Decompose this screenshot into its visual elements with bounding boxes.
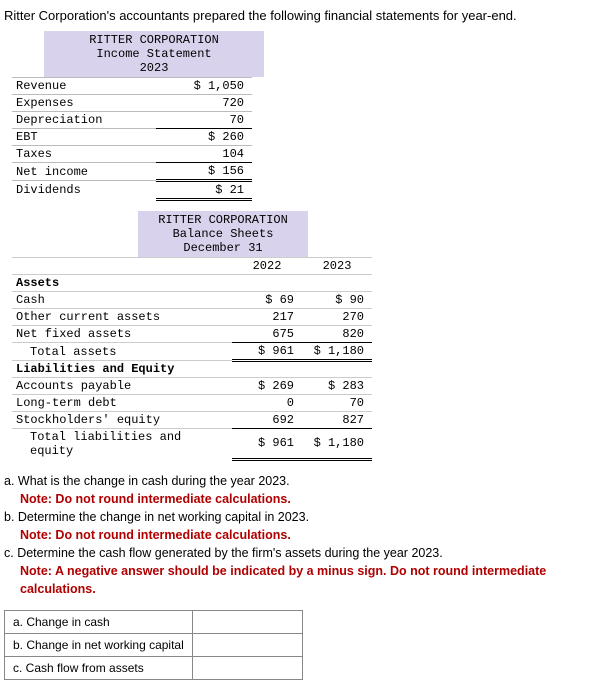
- bs-section-header: Liabilities and Equity: [12, 361, 232, 378]
- bs-val: $ 961: [232, 343, 302, 361]
- is-label: Dividends: [12, 181, 156, 200]
- bs-section-header: Assets: [12, 275, 232, 292]
- is-val: 720: [156, 95, 252, 112]
- bs-label: Other current assets: [12, 309, 232, 326]
- answer-b-input[interactable]: [192, 634, 302, 657]
- intro-text: Ritter Corporation's accountants prepare…: [0, 0, 606, 31]
- answer-a-label: a. Change in cash: [5, 611, 193, 634]
- answer-c-input[interactable]: [192, 657, 302, 680]
- income-statement: RITTER CORPORATION Income Statement 2023…: [8, 31, 606, 201]
- is-label: Revenue: [12, 78, 156, 95]
- question-c: c. Determine the cash flow generated by …: [4, 545, 602, 563]
- bs-val: $ 283: [302, 378, 372, 395]
- bs-total-label: Total liabilities and equity: [12, 429, 232, 460]
- income-header: RITTER CORPORATION Income Statement 2023: [44, 31, 264, 77]
- answer-table: a. Change in cash b. Change in net worki…: [4, 610, 303, 680]
- bs-val: $ 1,180: [302, 429, 372, 460]
- answer-b-label: b. Change in net working capital: [5, 634, 193, 657]
- bs-val: 827: [302, 412, 372, 429]
- is-title1: RITTER CORPORATION: [44, 33, 264, 47]
- bs-val: 0: [232, 395, 302, 412]
- is-label: EBT: [12, 129, 156, 146]
- note-b: Note: Do not round intermediate calculat…: [4, 527, 602, 545]
- bs-val: $ 269: [232, 378, 302, 395]
- is-label: Taxes: [12, 146, 156, 163]
- answer-a-input[interactable]: [192, 611, 302, 634]
- bs-label: Accounts payable: [12, 378, 232, 395]
- bs-val: 692: [232, 412, 302, 429]
- is-title3: 2023: [44, 61, 264, 75]
- bs-val: 820: [302, 326, 372, 343]
- bs-label: Net fixed assets: [12, 326, 232, 343]
- is-label: Net income: [12, 163, 156, 181]
- bs-title1: RITTER CORPORATION: [138, 213, 308, 227]
- question-b: b. Determine the change in net working c…: [4, 509, 602, 527]
- is-label: Depreciation: [12, 112, 156, 129]
- note-a: Note: Do not round intermediate calculat…: [4, 491, 602, 509]
- question-a: a. What is the change in cash during the…: [4, 473, 602, 491]
- note-c: Note: A negative answer should be indica…: [4, 563, 602, 598]
- balance-sheet: RITTER CORPORATION Balance Sheets Decemb…: [8, 211, 606, 461]
- bs-title3: December 31: [138, 241, 308, 255]
- bs-val: 270: [302, 309, 372, 326]
- bs-label: Cash: [12, 292, 232, 309]
- questions-block: a. What is the change in cash during the…: [4, 473, 602, 599]
- bs-label: Long-term debt: [12, 395, 232, 412]
- bs-val: $ 69: [232, 292, 302, 309]
- is-val: $ 260: [156, 129, 252, 146]
- bs-label: Stockholders' equity: [12, 412, 232, 429]
- bs-year1: 2022: [232, 258, 302, 275]
- bs-val: $ 1,180: [302, 343, 372, 361]
- bs-year2: 2023: [302, 258, 372, 275]
- bs-val: $ 961: [232, 429, 302, 460]
- bs-val: $ 90: [302, 292, 372, 309]
- is-val: 70: [156, 112, 252, 129]
- is-val: 104: [156, 146, 252, 163]
- bs-title2: Balance Sheets: [138, 227, 308, 241]
- answer-c-label: c. Cash flow from assets: [5, 657, 193, 680]
- income-table: Revenue$ 1,050 Expenses720 Depreciation7…: [12, 77, 252, 201]
- bs-header: RITTER CORPORATION Balance Sheets Decemb…: [138, 211, 308, 257]
- is-val: $ 1,050: [156, 78, 252, 95]
- is-val: $ 156: [156, 163, 252, 181]
- is-title2: Income Statement: [44, 47, 264, 61]
- bs-val: 217: [232, 309, 302, 326]
- bs-val: 675: [232, 326, 302, 343]
- bs-table: 20222023 Assets Cash$ 69$ 90 Other curre…: [12, 257, 372, 461]
- is-val: $ 21: [156, 181, 252, 200]
- bs-val: 70: [302, 395, 372, 412]
- is-label: Expenses: [12, 95, 156, 112]
- bs-total-label: Total assets: [12, 343, 232, 361]
